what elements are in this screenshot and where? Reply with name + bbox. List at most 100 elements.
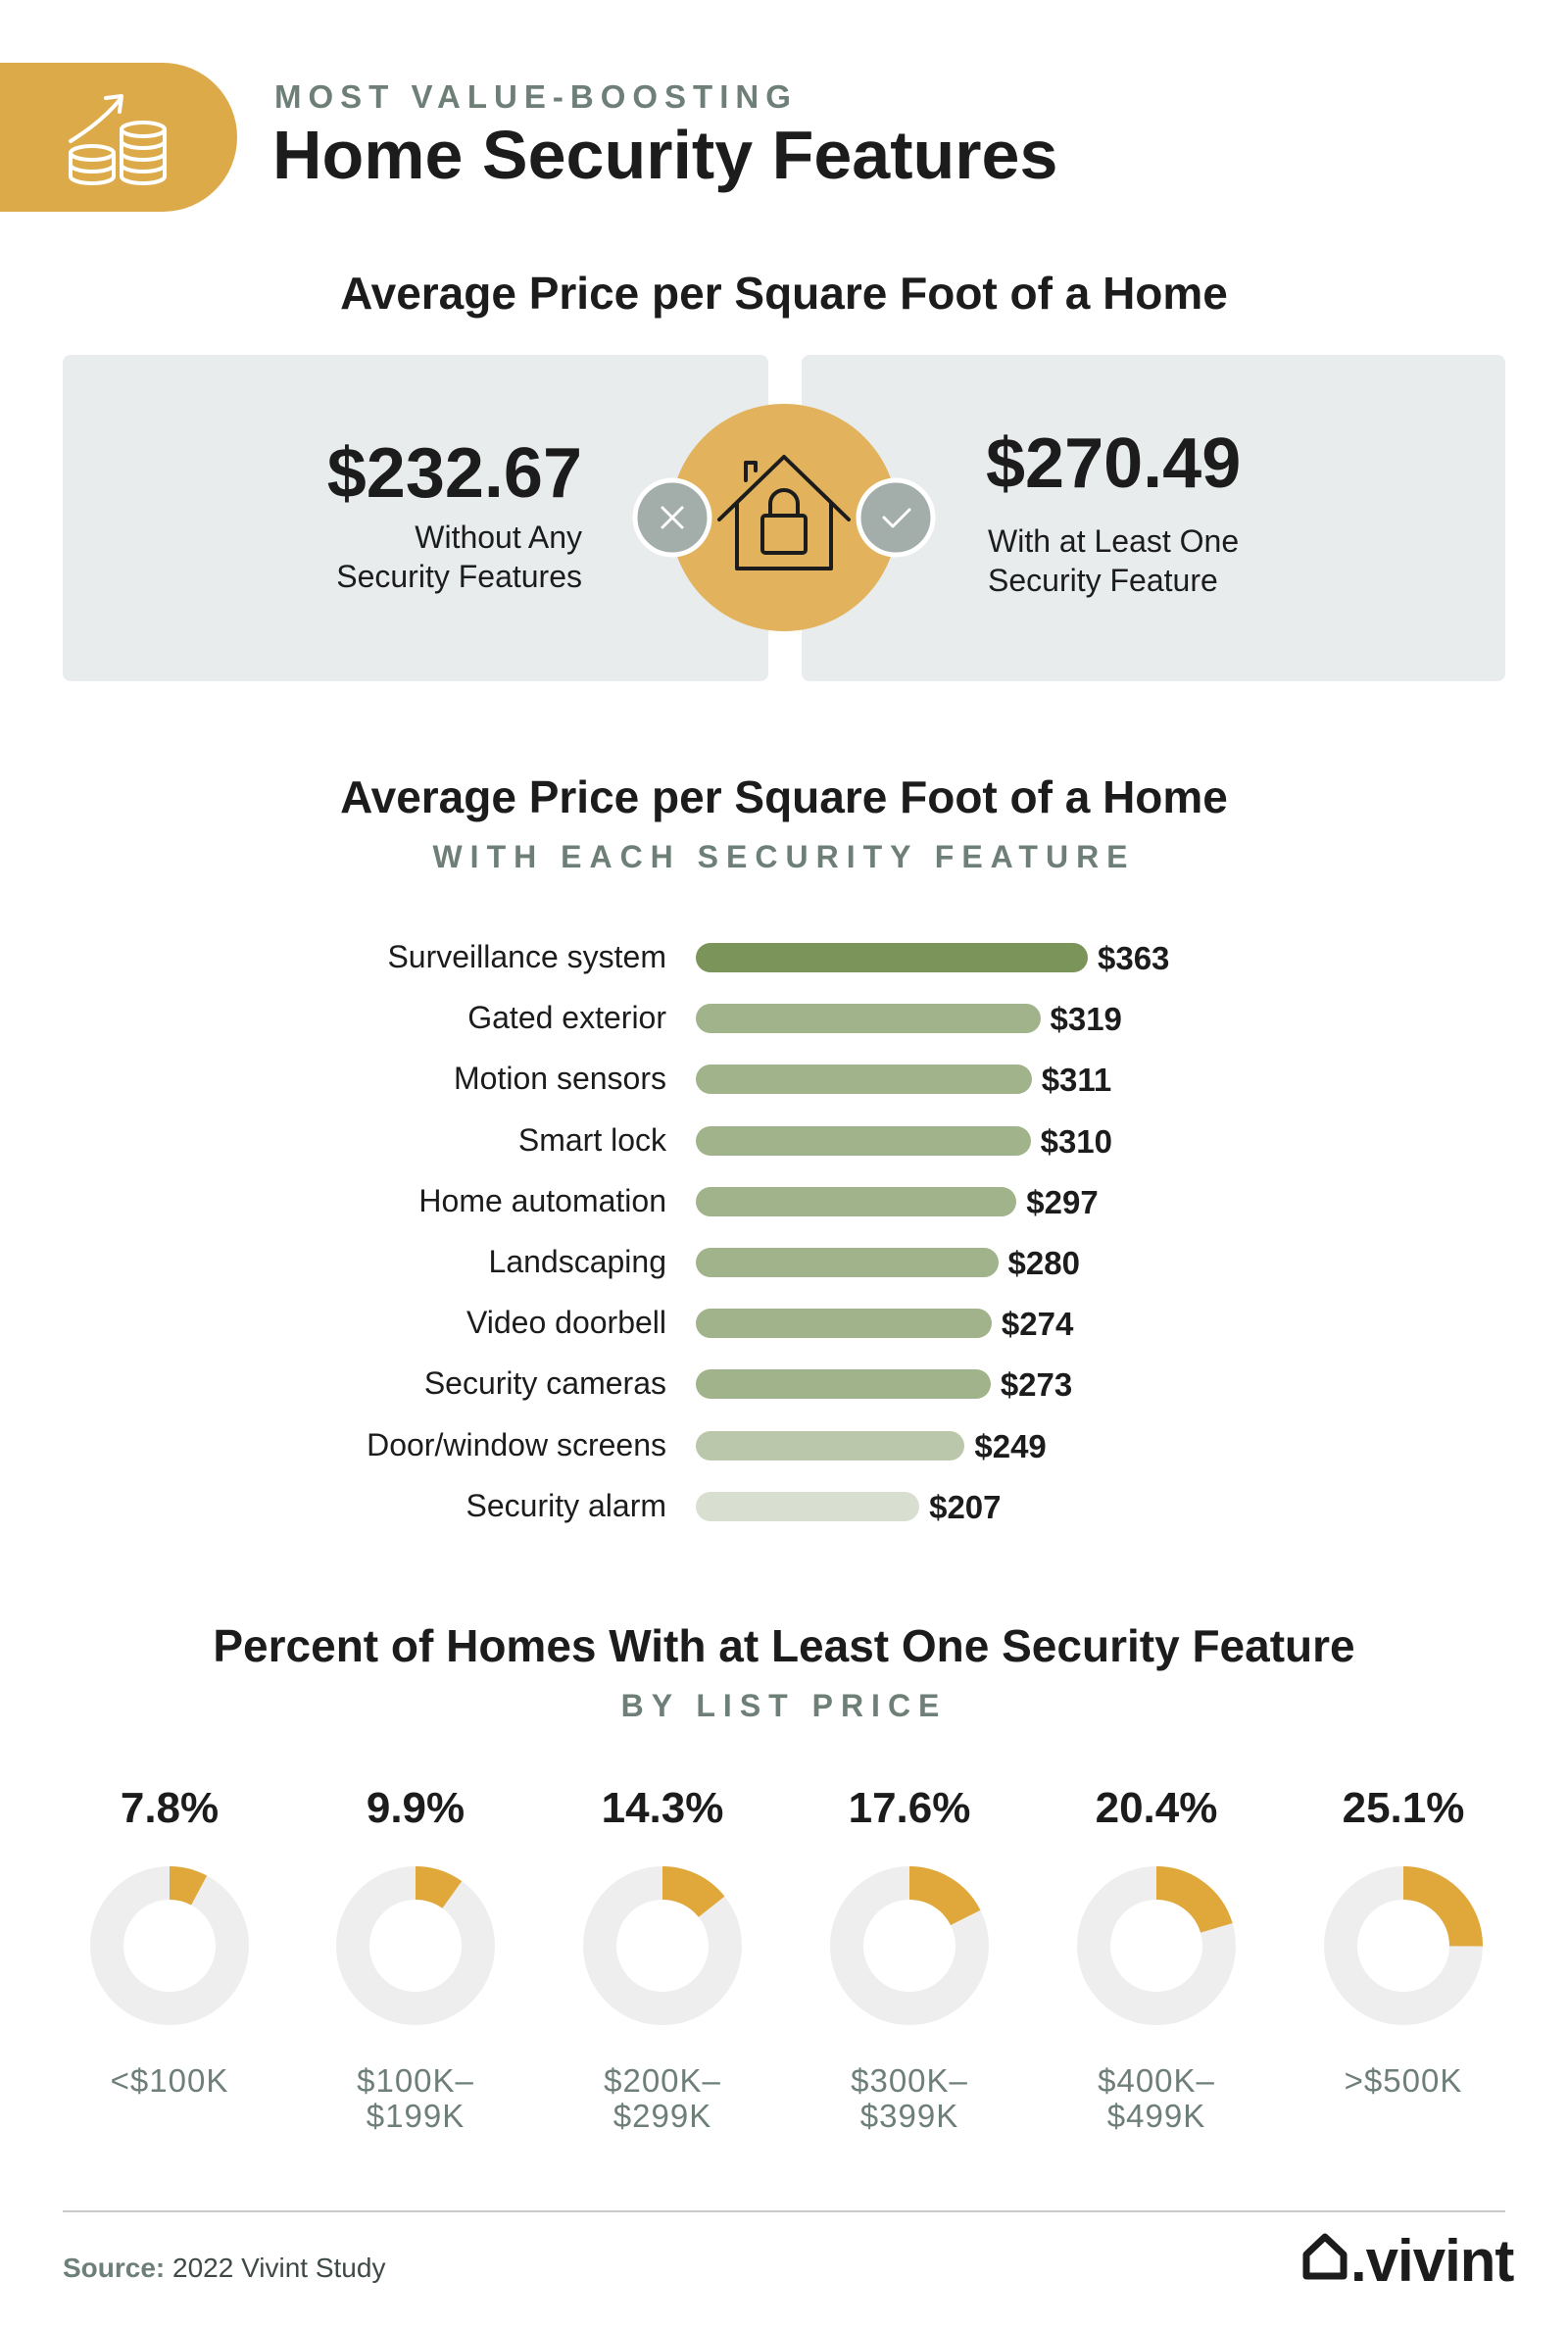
donut-category-line: $499K xyxy=(1106,2098,1206,2134)
bar-row: Security cameras $273 xyxy=(0,1363,1568,1403)
bar-category-label: Home automation xyxy=(418,1182,666,1218)
donut-category-line: $400K– xyxy=(1098,2062,1215,2099)
bar xyxy=(696,1248,999,1277)
donut-category-label: <$100K xyxy=(47,2063,292,2099)
bar xyxy=(696,1125,1031,1156)
bar-value-label: $249 xyxy=(974,1427,1047,1464)
donut-track xyxy=(336,1866,495,2025)
donut-chart xyxy=(1324,1866,1483,2025)
donut-percent-label: 9.9% xyxy=(366,1784,466,1832)
donut-category-line: >$500K xyxy=(1344,2062,1463,2099)
donut-slice xyxy=(583,1866,742,2025)
bar-value-label: $207 xyxy=(929,1488,1002,1525)
source-note: Source: 2022 Vivint Study xyxy=(63,2253,385,2284)
bar-value-label: $297 xyxy=(1026,1183,1099,1220)
comparison-title: Average Price per Square Foot of a Home xyxy=(340,268,1228,319)
bar-row: Smart lock $310 xyxy=(0,1120,1568,1160)
check-icon xyxy=(856,477,936,558)
vivint-house-logo-icon xyxy=(1302,2233,1348,2280)
donut-category-line: $100K– xyxy=(357,2062,474,2099)
donuts-title: Percent of Homes With at Least One Secur… xyxy=(213,1620,1355,1671)
bar xyxy=(696,1065,1032,1095)
bar-row: Security alarm $207 xyxy=(0,1486,1568,1525)
bar-value-label: $273 xyxy=(1000,1366,1073,1404)
donut-slice xyxy=(1077,1866,1236,2025)
bar xyxy=(696,943,1088,972)
donut-slice xyxy=(1324,1866,1483,2025)
donuts-subtitle: BY LIST PRICE xyxy=(620,1688,948,1723)
with-value: $270.49 xyxy=(986,424,1242,503)
donut-item: 9.9% $100K– $199K xyxy=(293,1779,538,2134)
with-label-line1: With at Least One xyxy=(988,523,1240,559)
donut-percent-label: 20.4% xyxy=(1095,1784,1218,1832)
without-value: $232.67 xyxy=(326,434,582,513)
bar xyxy=(696,1491,920,1521)
bar-category-label: Surveillance system xyxy=(387,939,666,974)
bar xyxy=(696,1369,991,1400)
donut-category-label: $300K– $399K xyxy=(787,2063,1032,2134)
bar xyxy=(696,1004,1041,1034)
bars-title: Average Price per Square Foot of a Home xyxy=(340,771,1228,822)
donut-percent-label: 25.1% xyxy=(1342,1784,1465,1832)
donut-slice xyxy=(830,1866,989,2025)
bar-category-label: Security alarm xyxy=(466,1487,667,1523)
header-badge xyxy=(0,63,237,212)
donut-chart xyxy=(830,1866,989,2025)
without-label-line2: Security Features xyxy=(336,559,582,594)
donut-category-line: $399K xyxy=(859,2098,959,2134)
donut-item: 20.4% $400K– $499K xyxy=(1034,1779,1279,2134)
bar-category-label: Motion sensors xyxy=(454,1061,666,1097)
bar-row: Home automation $297 xyxy=(0,1181,1568,1220)
bar-category-label: Security cameras xyxy=(423,1365,666,1402)
header-kicker: MOST VALUE-BOOSTING xyxy=(274,78,798,115)
donut-category-line: <$100K xyxy=(110,2062,229,2099)
donut-chart xyxy=(583,1866,742,2025)
bar xyxy=(696,1186,1017,1216)
bar xyxy=(696,1309,992,1339)
donut-category-line: $299K xyxy=(612,2098,712,2134)
bar-row: Landscaping $280 xyxy=(0,1242,1568,1281)
bar-category-label: Landscaping xyxy=(488,1244,666,1279)
donut-slice xyxy=(90,1866,249,2025)
donut-category-line: $200K– xyxy=(604,2062,721,2099)
bar-category-label: Video doorbell xyxy=(466,1305,666,1341)
source-text: 2022 Vivint Study xyxy=(172,2253,386,2283)
donut-category-label: $400K– $499K xyxy=(1034,2063,1279,2134)
bar-value-label: $319 xyxy=(1050,1001,1122,1038)
bar-row: Surveillance system $363 xyxy=(0,937,1568,976)
donut-item: 14.3% $200K– $299K xyxy=(540,1779,785,2134)
donut-percent-label: 17.6% xyxy=(848,1784,971,1832)
donut-category-line: $300K– xyxy=(851,2062,968,2099)
bar-category-label: Smart lock xyxy=(517,1121,666,1158)
bar-value-label: $363 xyxy=(1098,940,1170,976)
source-label: Source: xyxy=(63,2253,166,2283)
growth-coins-icon xyxy=(69,94,167,185)
donut-slice xyxy=(336,1866,495,2025)
footer-divider xyxy=(63,2210,1505,2212)
donut-item: 7.8% <$100K xyxy=(47,1779,292,2099)
bar-category-label: Gated exterior xyxy=(467,1000,666,1036)
page-title: Home Security Features xyxy=(272,117,1058,193)
bar-row: Video doorbell $274 xyxy=(0,1303,1568,1342)
bar-row: Motion sensors $311 xyxy=(0,1059,1568,1098)
bar xyxy=(696,1430,965,1461)
without-label-line1: Without Any xyxy=(415,520,582,555)
donut-category-line: $199K xyxy=(366,2098,466,2134)
donut-category-label: >$500K xyxy=(1281,2063,1526,2099)
bar-value-label: $311 xyxy=(1041,1062,1112,1099)
bar-value-label: $274 xyxy=(1001,1306,1074,1343)
donut-category-label: $100K– $199K xyxy=(293,2063,538,2134)
donut-track xyxy=(90,1866,249,2025)
bar-value-label: $310 xyxy=(1040,1122,1113,1160)
bar-category-label: Door/window screens xyxy=(367,1426,666,1462)
comparison-emblem xyxy=(632,404,936,631)
house-lock-icon xyxy=(717,455,851,570)
with-label: With at Least One Security Feature xyxy=(988,521,1239,600)
with-label-line2: Security Feature xyxy=(988,563,1218,598)
donut-chart xyxy=(336,1866,495,2025)
x-icon xyxy=(632,477,712,558)
donut-chart xyxy=(90,1866,249,2025)
donut-item: 17.6% $300K– $399K xyxy=(787,1779,1032,2134)
vivint-logo: .vivint xyxy=(1350,2228,1514,2294)
donut-percent-label: 14.3% xyxy=(601,1784,724,1832)
